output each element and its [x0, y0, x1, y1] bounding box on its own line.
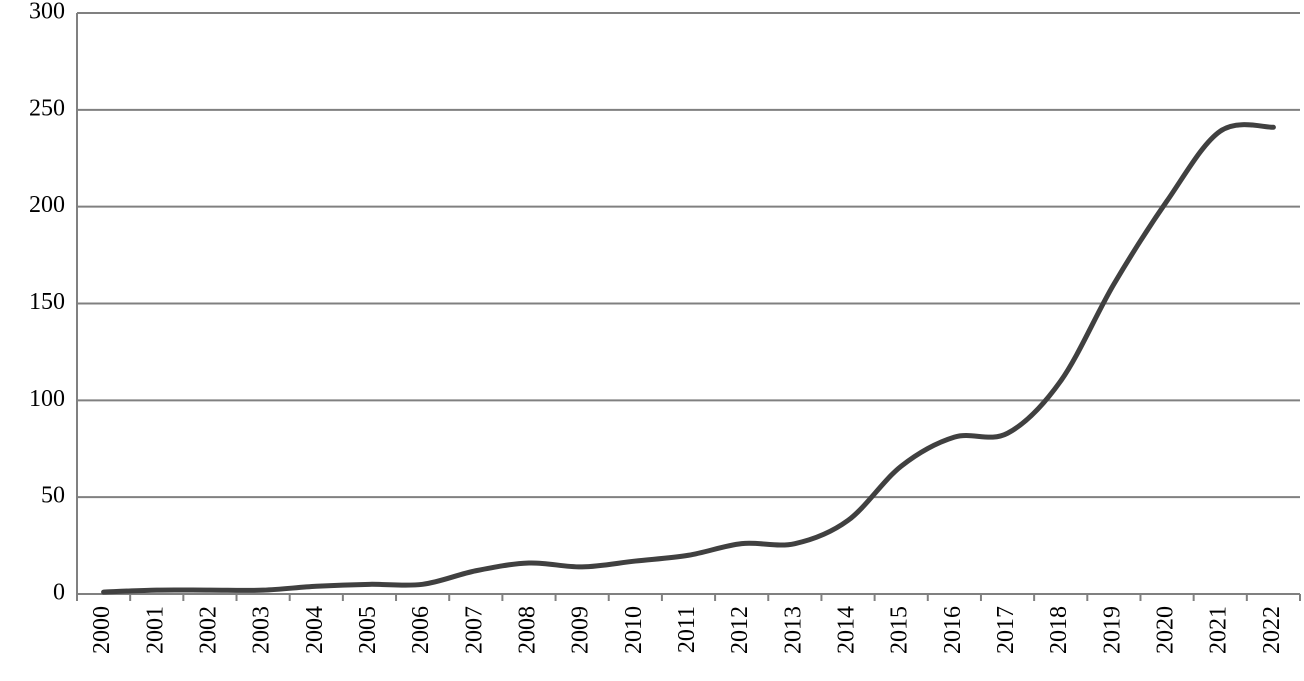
- x-tick-label: 2010: [621, 606, 647, 654]
- x-tick-label: 2018: [1046, 606, 1072, 654]
- y-tick-label: 250: [29, 95, 65, 121]
- x-tick-label: 2013: [780, 606, 806, 654]
- x-tick-label: 2019: [1099, 606, 1125, 654]
- x-tick-label: 2004: [302, 606, 328, 654]
- data-line: [101, 122, 1276, 595]
- x-tick-label: 2012: [727, 606, 753, 654]
- x-tick-label: 2021: [1206, 606, 1232, 654]
- x-tick-label: 2005: [355, 606, 381, 654]
- y-tick-label: 0: [53, 580, 65, 606]
- x-tick-label: 2008: [514, 606, 540, 654]
- x-tick-label: 2009: [568, 606, 594, 654]
- x-tick-label: 2014: [834, 606, 860, 654]
- x-tick-label: 2001: [142, 606, 168, 654]
- x-tick-label: 2015: [887, 606, 913, 654]
- y-tick-label: 300: [29, 0, 65, 25]
- x-tick-label: 2000: [89, 606, 115, 654]
- y-tick-label: 50: [41, 483, 65, 509]
- y-tick-label: 150: [29, 289, 65, 315]
- y-tick-label: 100: [29, 386, 65, 412]
- x-tick-label: 2017: [993, 606, 1019, 654]
- x-tick-label: 2003: [249, 606, 275, 654]
- x-tick-label: 2006: [408, 606, 434, 654]
- x-tick-label: 2016: [940, 606, 966, 654]
- x-tick-label: 2011: [674, 606, 700, 653]
- x-tick-label: 2020: [1153, 606, 1179, 654]
- y-tick-label: 200: [29, 192, 65, 218]
- x-tick-label: 2007: [461, 606, 487, 654]
- x-tick-label: 2022: [1259, 606, 1285, 654]
- x-tick-label: 2002: [195, 606, 221, 654]
